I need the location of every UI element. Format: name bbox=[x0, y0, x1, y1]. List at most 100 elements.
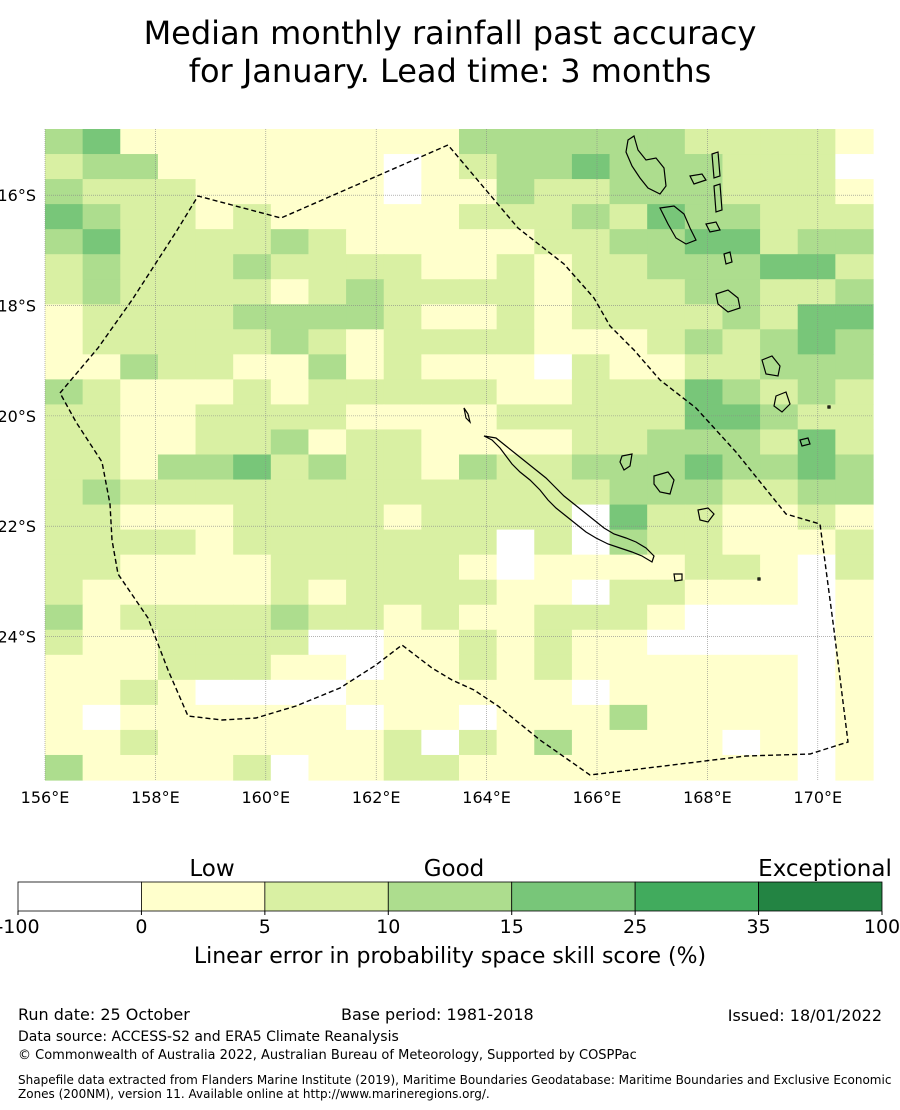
grid-cell bbox=[120, 229, 159, 255]
grid-cell bbox=[647, 404, 686, 431]
maewo-island bbox=[711, 151, 721, 179]
grid-cell bbox=[496, 329, 535, 355]
grid-cell bbox=[609, 179, 648, 205]
grid-cell bbox=[120, 279, 159, 305]
grid-cell bbox=[82, 454, 121, 481]
grid-cell bbox=[45, 154, 84, 180]
grid-cell bbox=[120, 604, 159, 631]
grid-cell bbox=[684, 354, 724, 380]
grid-cell bbox=[835, 429, 874, 456]
grid-cell bbox=[571, 129, 611, 155]
grid-cell bbox=[421, 479, 460, 506]
grid-cell bbox=[82, 304, 121, 330]
grid-cell bbox=[195, 529, 234, 556]
grid-cell bbox=[157, 604, 197, 631]
grid-cell bbox=[797, 304, 836, 330]
grid-cell bbox=[45, 454, 84, 481]
grid-cell bbox=[383, 229, 422, 255]
grid-cell bbox=[233, 654, 272, 681]
grid-cell bbox=[82, 154, 121, 180]
grid-cell bbox=[346, 329, 385, 355]
grid-cell bbox=[684, 129, 724, 155]
grid-cell bbox=[157, 429, 197, 456]
grid-cell bbox=[82, 129, 121, 155]
grid-cell bbox=[647, 229, 686, 255]
grid-cell bbox=[797, 479, 836, 506]
grid-cell bbox=[233, 629, 272, 656]
grid-cell bbox=[684, 179, 724, 205]
grid-cell bbox=[195, 654, 234, 681]
grid-cell bbox=[534, 279, 573, 305]
grid-cell bbox=[571, 679, 611, 706]
grid-cell bbox=[421, 604, 460, 631]
grid-cell bbox=[496, 229, 535, 255]
colorbar-swatch bbox=[634, 881, 759, 912]
pentecost-island bbox=[713, 183, 723, 213]
grid-cell bbox=[421, 354, 460, 380]
grid-cell bbox=[308, 529, 347, 556]
grid-cell bbox=[383, 404, 422, 431]
grid-cell bbox=[609, 479, 648, 506]
grid-cell bbox=[45, 304, 84, 330]
grid-cell bbox=[647, 329, 686, 355]
grid-cell bbox=[45, 479, 84, 506]
grid-cell bbox=[722, 604, 761, 631]
grid-cell bbox=[195, 229, 234, 255]
grid-cell bbox=[722, 529, 761, 556]
grid-cell bbox=[82, 429, 121, 456]
grid-cell bbox=[157, 579, 197, 606]
grid-cell bbox=[346, 629, 385, 656]
grid-cell bbox=[722, 204, 761, 230]
grid-cell bbox=[760, 479, 799, 506]
grid-cell bbox=[496, 279, 535, 305]
grid-cell bbox=[45, 754, 84, 781]
grid-cell bbox=[571, 729, 611, 756]
grid-cell bbox=[270, 279, 310, 305]
grid-cell bbox=[609, 729, 648, 756]
grid-cell bbox=[534, 704, 573, 731]
grid-cell bbox=[45, 229, 84, 255]
grid-cell bbox=[157, 529, 197, 556]
grid-cell bbox=[496, 654, 535, 681]
grid-cell bbox=[534, 404, 573, 431]
grid-cell bbox=[82, 479, 121, 506]
mare-island bbox=[697, 507, 715, 523]
grid-cell bbox=[45, 379, 84, 406]
small-island-1 bbox=[827, 405, 831, 409]
grid-cell bbox=[684, 279, 724, 305]
grid-cell bbox=[346, 379, 385, 406]
grid-cell bbox=[760, 254, 799, 280]
grid-cell bbox=[233, 554, 272, 581]
grid-cell bbox=[722, 154, 761, 180]
issued-date: Issued: 18/01/2022 bbox=[727, 1006, 882, 1025]
grid-cell bbox=[120, 629, 159, 656]
grid-cell bbox=[346, 554, 385, 581]
grid-cell bbox=[647, 479, 686, 506]
grid-cell bbox=[421, 579, 460, 606]
grid-cell bbox=[684, 479, 724, 506]
grid-cell bbox=[346, 454, 385, 481]
grid-cell bbox=[722, 479, 761, 506]
grid-cell bbox=[45, 654, 84, 681]
grid-cell bbox=[157, 279, 197, 305]
grid-cell bbox=[195, 554, 234, 581]
grid-cell bbox=[571, 179, 611, 205]
ambae-island bbox=[689, 173, 707, 185]
grid-cell bbox=[383, 354, 422, 380]
grid-cell bbox=[459, 179, 498, 205]
grid-cell bbox=[120, 179, 159, 205]
grid-cell bbox=[270, 629, 310, 656]
colorbar-title: Linear error in probability space skill … bbox=[193, 944, 707, 969]
grid-cell bbox=[157, 354, 197, 380]
shapefile-line-1: Shapefile data extracted from Flanders M… bbox=[18, 1073, 892, 1087]
grid-cell bbox=[534, 254, 573, 280]
grid-cell bbox=[383, 479, 422, 506]
grid-cell bbox=[571, 554, 611, 581]
grid-cell bbox=[760, 604, 799, 631]
grid-cell bbox=[609, 129, 648, 155]
grid-cell bbox=[383, 429, 422, 456]
grid-cell bbox=[760, 704, 799, 731]
grid-cell bbox=[609, 279, 648, 305]
grid-cell bbox=[496, 479, 535, 506]
grid-cell bbox=[82, 179, 121, 205]
